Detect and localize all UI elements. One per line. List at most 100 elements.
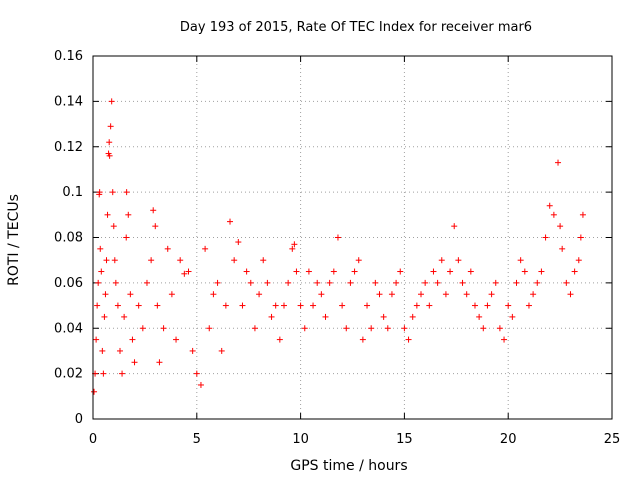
data-point [143, 279, 150, 286]
data-point [388, 291, 395, 298]
y-tick-label: 0.14 [54, 94, 83, 109]
data-point [484, 302, 491, 309]
data-point [116, 347, 123, 354]
data-point [193, 370, 200, 377]
data-point [197, 381, 204, 388]
data-point [112, 279, 119, 286]
data-point [430, 268, 437, 275]
data-point [480, 325, 487, 332]
data-point [247, 279, 254, 286]
grid-layer [93, 56, 612, 419]
data-point [451, 223, 458, 230]
data-point [343, 325, 350, 332]
data-point [409, 313, 416, 320]
y-axis-label: ROTI / TECUs [6, 194, 22, 286]
x-tick-label: 15 [396, 432, 413, 447]
data-point [463, 291, 470, 298]
data-point [214, 279, 221, 286]
data-point [318, 291, 325, 298]
data-point [276, 336, 283, 343]
data-point [121, 313, 128, 320]
data-point [397, 268, 404, 275]
data-point [525, 302, 532, 309]
data-point [102, 291, 109, 298]
data-point [131, 359, 138, 366]
x-tick-label: 25 [604, 432, 621, 447]
data-point [542, 234, 549, 241]
y-tick-label: 0.16 [54, 49, 83, 64]
y-tick-label: 0.06 [54, 276, 83, 291]
data-point [272, 302, 279, 309]
data-point [103, 257, 110, 264]
chart-title: Day 193 of 2015, Rate Of TEC Index for r… [180, 20, 532, 35]
data-point [98, 268, 105, 275]
data-point [405, 336, 412, 343]
data-point [334, 234, 341, 241]
data-point [202, 245, 209, 252]
data-point [447, 268, 454, 275]
data-point [280, 302, 287, 309]
data-point [97, 245, 104, 252]
data-point [189, 347, 196, 354]
data-point [559, 245, 566, 252]
data-point [571, 268, 578, 275]
data-point [152, 223, 159, 230]
data-point [509, 313, 516, 320]
data-point [111, 257, 118, 264]
data-point [104, 211, 111, 218]
data-point [550, 211, 557, 218]
data-point [413, 302, 420, 309]
data-point [567, 291, 574, 298]
data-point [372, 279, 379, 286]
data-point [496, 325, 503, 332]
data-point [100, 370, 107, 377]
x-tick-label: 20 [500, 432, 517, 447]
data-point [401, 325, 408, 332]
data-point [91, 388, 98, 395]
data-point [293, 268, 300, 275]
data-point [442, 291, 449, 298]
data-point [251, 325, 258, 332]
data-point [119, 370, 126, 377]
data-point [154, 302, 161, 309]
data-point [173, 336, 180, 343]
data-point [530, 291, 537, 298]
data-point [125, 211, 132, 218]
data-point [339, 302, 346, 309]
y-tick-label: 0.08 [54, 231, 83, 246]
data-point [127, 291, 134, 298]
data-point [139, 325, 146, 332]
data-point [168, 291, 175, 298]
data-point [368, 325, 375, 332]
y-tick-label: 0.04 [54, 321, 83, 336]
data-point [434, 279, 441, 286]
data-point [380, 313, 387, 320]
y-tick-label: 0 [75, 412, 83, 427]
data-point [355, 257, 362, 264]
y-tick-label: 0.12 [54, 140, 83, 155]
data-point [517, 257, 524, 264]
data-point [422, 279, 429, 286]
data-point [264, 279, 271, 286]
data-point [505, 302, 512, 309]
data-point [538, 268, 545, 275]
data-point [297, 302, 304, 309]
data-point [426, 302, 433, 309]
data-point [314, 279, 321, 286]
data-point [110, 223, 117, 230]
data-point [471, 302, 478, 309]
data-point [579, 211, 586, 218]
data-point [310, 302, 317, 309]
x-tick-label: 10 [292, 432, 309, 447]
data-point [330, 268, 337, 275]
data-point [492, 279, 499, 286]
data-point [301, 325, 308, 332]
data-point [459, 279, 466, 286]
data-point [291, 241, 298, 248]
data-point [546, 202, 553, 209]
data-point [555, 159, 562, 166]
data-point [156, 359, 163, 366]
data-point [476, 313, 483, 320]
